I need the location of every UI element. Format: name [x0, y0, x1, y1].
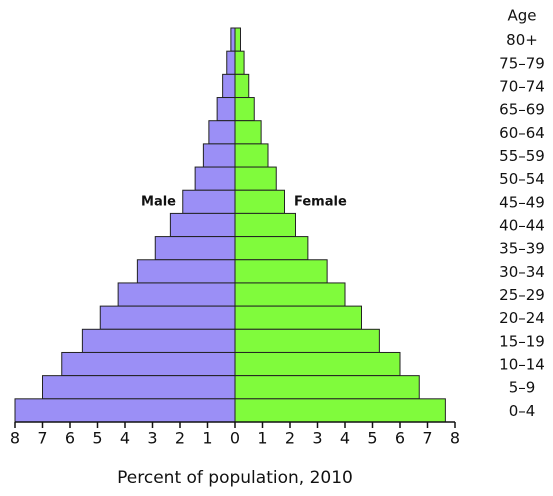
category-label: 45–49 [499, 193, 545, 211]
bar [234, 166, 277, 191]
x-tick-label: 5 [92, 429, 102, 448]
category-label: 30–34 [499, 263, 545, 281]
category-label: 5–9 [509, 379, 536, 397]
legend-label: Female [294, 194, 347, 209]
x-tick-label: 6 [65, 429, 75, 448]
bar [182, 189, 236, 214]
bar [194, 166, 236, 191]
bar [234, 120, 262, 145]
bar [234, 97, 255, 122]
bar [154, 236, 236, 261]
category-label: 55–59 [499, 147, 545, 165]
bar [81, 328, 236, 353]
bar [222, 73, 236, 99]
bar [234, 328, 380, 353]
bar [136, 259, 236, 284]
bar [234, 259, 328, 284]
category-label: 25–29 [499, 286, 545, 304]
category-label: 20–24 [499, 309, 545, 327]
category-label: 75–79 [499, 54, 545, 72]
x-tick-label: 1 [257, 429, 267, 448]
x-tick-label: 2 [285, 429, 295, 448]
category-label: 60–64 [499, 124, 545, 142]
bar [42, 375, 236, 400]
category-label: 65–69 [499, 101, 545, 119]
bar [202, 143, 236, 168]
x-tick-label: 0 [230, 429, 240, 448]
bar [234, 50, 245, 75]
bar [61, 351, 236, 377]
bar [234, 73, 250, 99]
x-tick-label: 3 [147, 429, 157, 448]
bar [234, 305, 362, 330]
category-label: 40–44 [499, 217, 545, 235]
x-tick-label: 7 [37, 429, 47, 448]
bar [234, 143, 269, 168]
category-label: 0–4 [509, 402, 536, 420]
category-label: 10–14 [499, 356, 545, 374]
x-tick-label: 8 [10, 429, 20, 448]
category-label: 50–54 [499, 170, 545, 188]
bar [230, 27, 236, 52]
category-axis-title: Age [507, 7, 536, 25]
bar [14, 398, 236, 423]
bar [234, 212, 296, 238]
category-label: 80+ [506, 31, 538, 49]
x-tick-label: 3 [312, 429, 322, 448]
x-tick-label: 1 [202, 429, 212, 448]
bar [234, 282, 346, 307]
x-tick-label: 4 [340, 429, 350, 448]
bar [226, 50, 236, 75]
x-tick-label: 4 [120, 429, 130, 448]
bar [234, 27, 241, 52]
x-tick-label: 5 [367, 429, 377, 448]
x-tick-label: 7 [422, 429, 432, 448]
bar [234, 398, 446, 423]
bar [234, 375, 420, 400]
bar [234, 351, 401, 377]
category-label: 70–74 [499, 77, 545, 95]
bar [117, 282, 236, 307]
bar [234, 189, 285, 214]
bar [208, 120, 236, 145]
x-axis-title: Percent of population, 2010 [117, 468, 353, 488]
category-label: 35–39 [499, 240, 545, 258]
legend-label: Male [141, 194, 176, 209]
bar [216, 97, 236, 122]
bar [169, 212, 236, 238]
bar [234, 236, 309, 261]
x-tick-label: 6 [395, 429, 405, 448]
x-tick-label: 8 [450, 429, 460, 448]
x-tick-label: 2 [175, 429, 185, 448]
bar [99, 305, 236, 330]
category-label: 15–19 [499, 332, 545, 350]
